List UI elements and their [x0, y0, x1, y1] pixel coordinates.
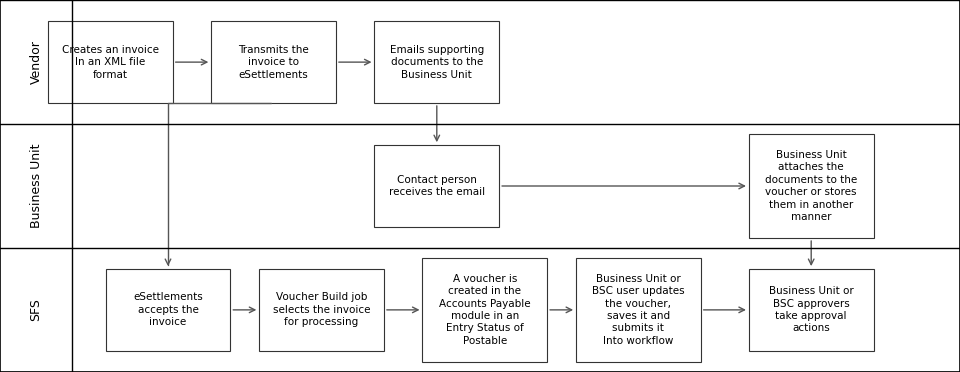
FancyBboxPatch shape [259, 269, 384, 351]
Text: Business Unit or
BSC approvers
take approval
actions: Business Unit or BSC approvers take appr… [769, 286, 853, 333]
Text: Transmits the
invoice to
eSettlements: Transmits the invoice to eSettlements [238, 45, 309, 80]
FancyBboxPatch shape [106, 269, 230, 351]
Text: Business Unit: Business Unit [30, 144, 42, 228]
FancyBboxPatch shape [374, 145, 499, 227]
FancyBboxPatch shape [749, 269, 874, 351]
FancyBboxPatch shape [576, 258, 701, 362]
FancyBboxPatch shape [374, 21, 499, 103]
Text: Contact person
receives the email: Contact person receives the email [389, 175, 485, 197]
FancyBboxPatch shape [211, 21, 336, 103]
FancyBboxPatch shape [422, 258, 547, 362]
Text: SFS: SFS [30, 298, 42, 321]
FancyBboxPatch shape [749, 134, 874, 238]
Text: Voucher Build job
selects the invoice
for processing: Voucher Build job selects the invoice fo… [273, 292, 371, 327]
Text: Business Unit or
BSC user updates
the voucher,
saves it and
submits it
Into work: Business Unit or BSC user updates the vo… [592, 274, 684, 346]
Text: A voucher is
created in the
Accounts Payable
module in an
Entry Status of
Postab: A voucher is created in the Accounts Pay… [439, 274, 531, 346]
FancyBboxPatch shape [48, 21, 173, 103]
Text: Business Unit
attaches the
documents to the
voucher or stores
them in another
ma: Business Unit attaches the documents to … [765, 150, 857, 222]
Text: Vendor: Vendor [30, 40, 42, 84]
Text: Emails supporting
documents to the
Business Unit: Emails supporting documents to the Busin… [390, 45, 484, 80]
Text: Creates an invoice
In an XML file
format: Creates an invoice In an XML file format [61, 45, 159, 80]
Text: eSettlements
accepts the
invoice: eSettlements accepts the invoice [133, 292, 203, 327]
